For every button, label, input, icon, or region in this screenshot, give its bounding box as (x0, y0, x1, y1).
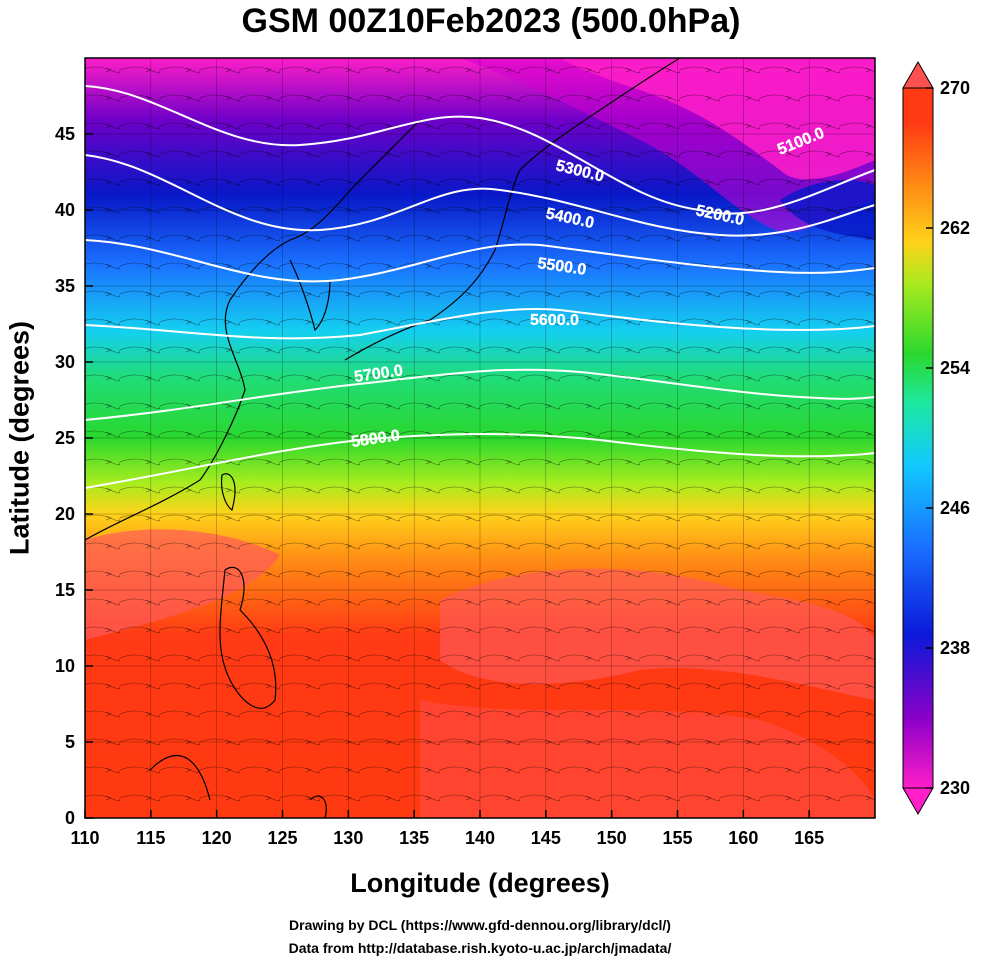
y-tick-label: 45 (55, 124, 75, 144)
x-tick-label: 165 (794, 828, 824, 848)
y-tick-label: 20 (55, 504, 75, 524)
x-tick-label: 130 (333, 828, 363, 848)
height-contours (85, 85, 875, 489)
x-tick-label: 115 (136, 828, 165, 848)
colorbar-tick-label: 262 (940, 218, 970, 238)
credit-data: Data from http://database.rish.kyoto-u.a… (288, 940, 672, 956)
y-axis-ticks: 0 5 10 15 20 25 30 35 40 45 (55, 124, 93, 828)
x-tick-label: 160 (728, 828, 758, 848)
x-tick-label: 110 (70, 828, 99, 848)
colorbar-tick-label: 246 (940, 498, 970, 518)
colorbar-tick-label: 230 (940, 778, 970, 798)
map-title: GSM 00Z10Feb2023 (500.0hPa) (241, 2, 741, 40)
x-tick-label: 140 (465, 828, 495, 848)
y-tick-label: 15 (55, 580, 75, 600)
credit-drawing: Drawing by DCL (https://www.gfd-dennou.o… (289, 917, 671, 933)
y-tick-label: 40 (55, 200, 75, 220)
x-tick-label: 155 (662, 828, 692, 848)
contour-label-5800: 5800.0 (350, 427, 401, 451)
colorbar-tick-label: 254 (940, 358, 970, 378)
y-tick-label: 35 (55, 276, 75, 296)
y-tick-label: 10 (55, 656, 75, 676)
contour-label-5500: 5500.0 (536, 255, 587, 279)
y-tick-label: 30 (55, 352, 75, 372)
contour-label-5700: 5700.0 (353, 362, 404, 386)
x-axis-label: Longitude (degrees) (350, 868, 610, 898)
y-tick-label: 25 (55, 428, 75, 448)
colorbar-tick-label: 270 (940, 78, 970, 98)
x-axis-ticks: 110 115 120 125 130 135 140 145 150 155 160 165 (70, 810, 824, 848)
y-axis-label: Latitude (degrees) (4, 320, 35, 556)
colorbar-tick-label: 238 (940, 638, 970, 658)
map-plot-area (85, 58, 875, 818)
contour-label-5600: 5600.0 (530, 312, 579, 329)
colorbar-max-arrow (902, 60, 934, 89)
x-tick-label: 145 (531, 828, 561, 848)
colorbar-min-arrow (902, 787, 934, 816)
y-tick-label: 0 (65, 808, 75, 828)
y-tick-label: 5 (65, 732, 75, 752)
x-tick-label: 135 (399, 828, 429, 848)
colorbar: 230 238 246 254 262 270 (902, 60, 970, 816)
x-tick-label: 150 (597, 828, 627, 848)
x-tick-label: 125 (267, 828, 297, 848)
colorbar-body (902, 87, 934, 789)
x-tick-label: 120 (202, 828, 232, 848)
